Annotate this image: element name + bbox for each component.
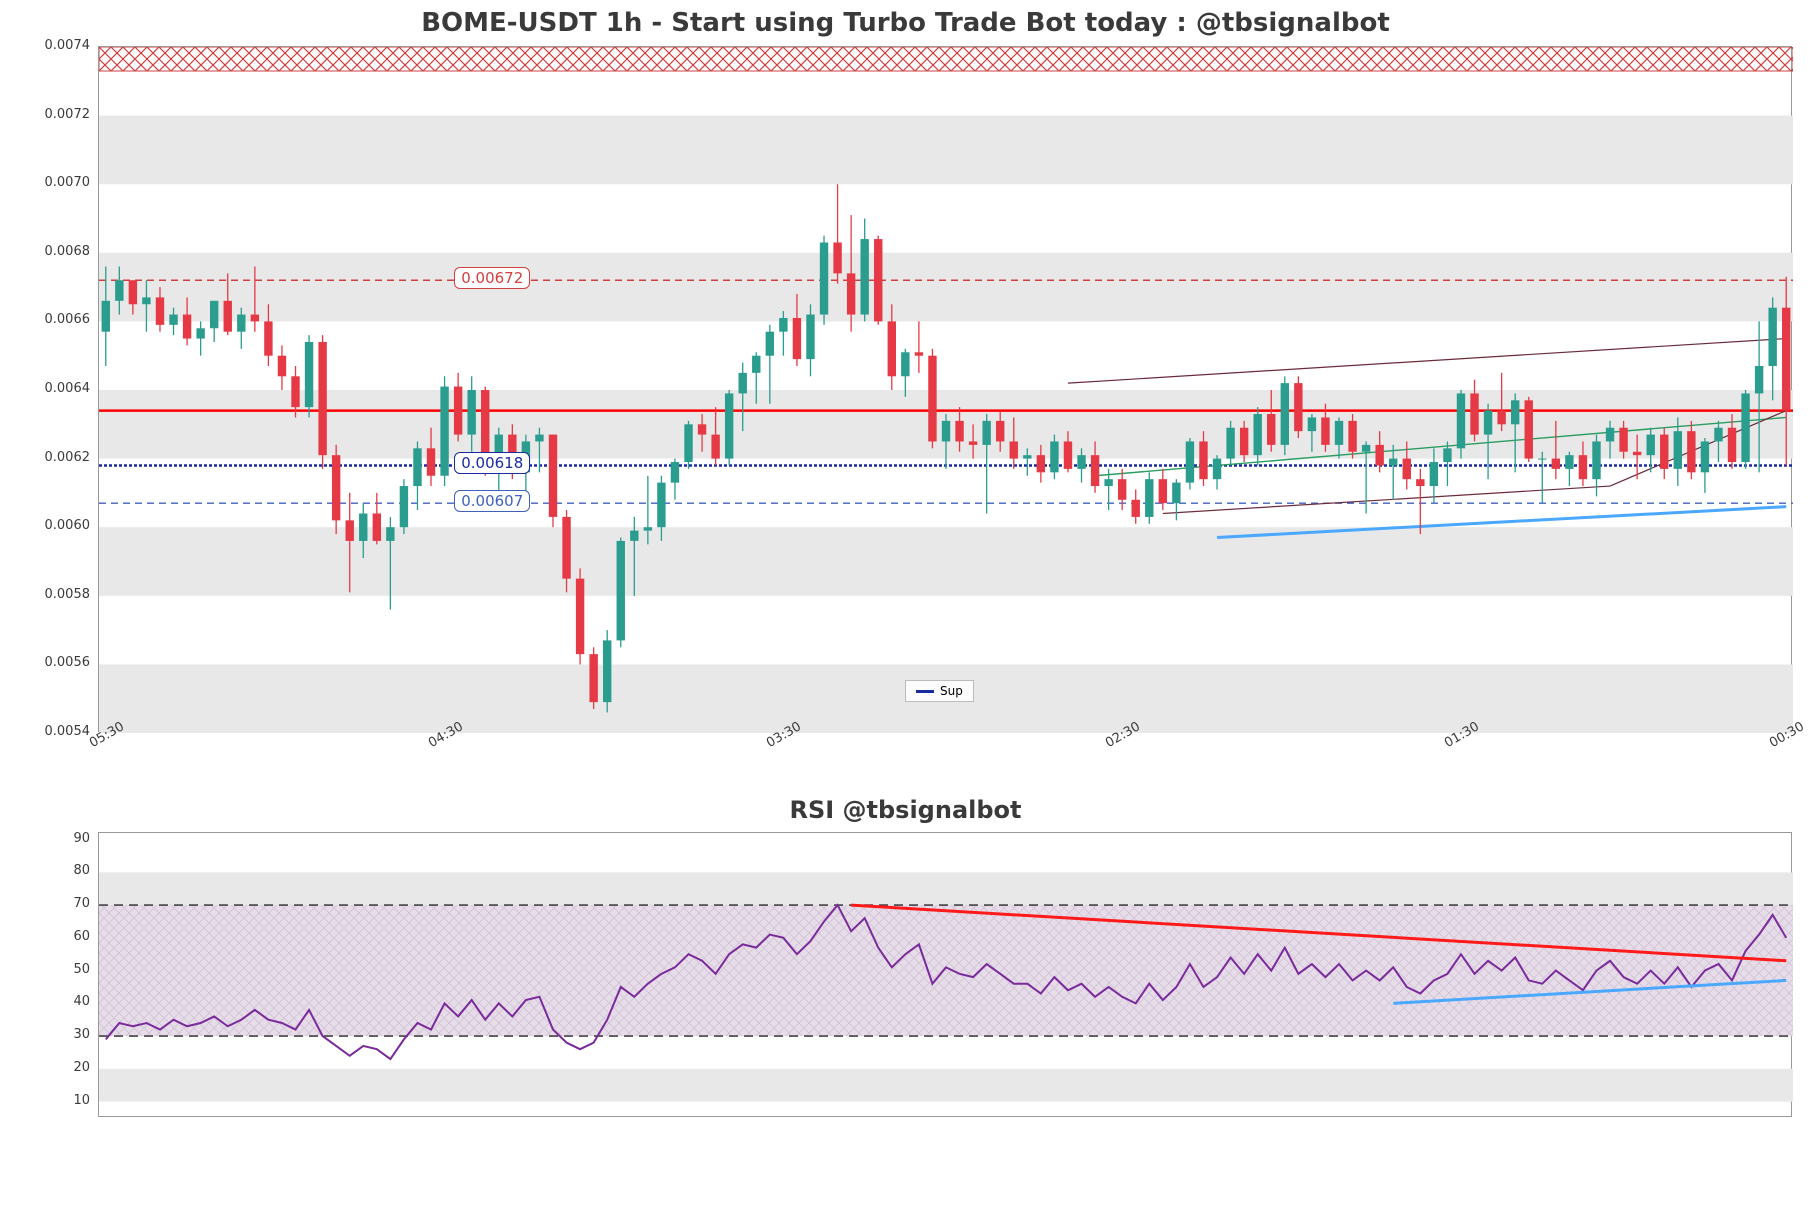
price-level-badge: 0.00672 <box>454 267 530 289</box>
main-ytick: 0.0074 <box>45 38 91 53</box>
rsi-chart-svg <box>99 833 1793 1118</box>
main-ytick: 0.0062 <box>45 450 91 465</box>
rsi-ytick: 40 <box>73 994 90 1009</box>
main-ytick: 0.0054 <box>45 724 91 739</box>
legend-label: Sup <box>940 684 963 698</box>
main-ytick: 0.0064 <box>45 381 91 396</box>
main-chart-title: BOME-USDT 1h - Start using Turbo Trade B… <box>0 8 1811 38</box>
price-level-badge: 0.00607 <box>454 490 530 512</box>
rsi-ytick: 60 <box>73 929 90 944</box>
rsi-chart-area <box>98 832 1792 1117</box>
rsi-title: RSI @tbsignalbot <box>0 796 1811 824</box>
main-ytick: 0.0056 <box>45 655 91 670</box>
rsi-ytick: 10 <box>73 1093 90 1108</box>
rsi-ytick: 50 <box>73 962 90 977</box>
main-ytick: 0.0070 <box>45 175 91 190</box>
main-chart-area <box>98 46 1792 732</box>
main-legend: Sup <box>905 680 974 702</box>
rsi-ytick: 20 <box>73 1060 90 1075</box>
main-ytick: 0.0068 <box>45 244 91 259</box>
main-ytick: 0.0072 <box>45 107 91 122</box>
legend-swatch <box>916 690 934 693</box>
rsi-ytick: 70 <box>73 896 90 911</box>
price-level-badge: 0.00618 <box>454 452 530 474</box>
rsi-ytick: 30 <box>73 1027 90 1042</box>
rsi-ytick: 90 <box>73 831 90 846</box>
rsi-ytick: 80 <box>73 863 90 878</box>
main-ytick: 0.0060 <box>45 518 91 533</box>
main-ytick: 0.0058 <box>45 587 91 602</box>
main-chart-svg <box>99 47 1793 733</box>
main-ytick: 0.0066 <box>45 312 91 327</box>
